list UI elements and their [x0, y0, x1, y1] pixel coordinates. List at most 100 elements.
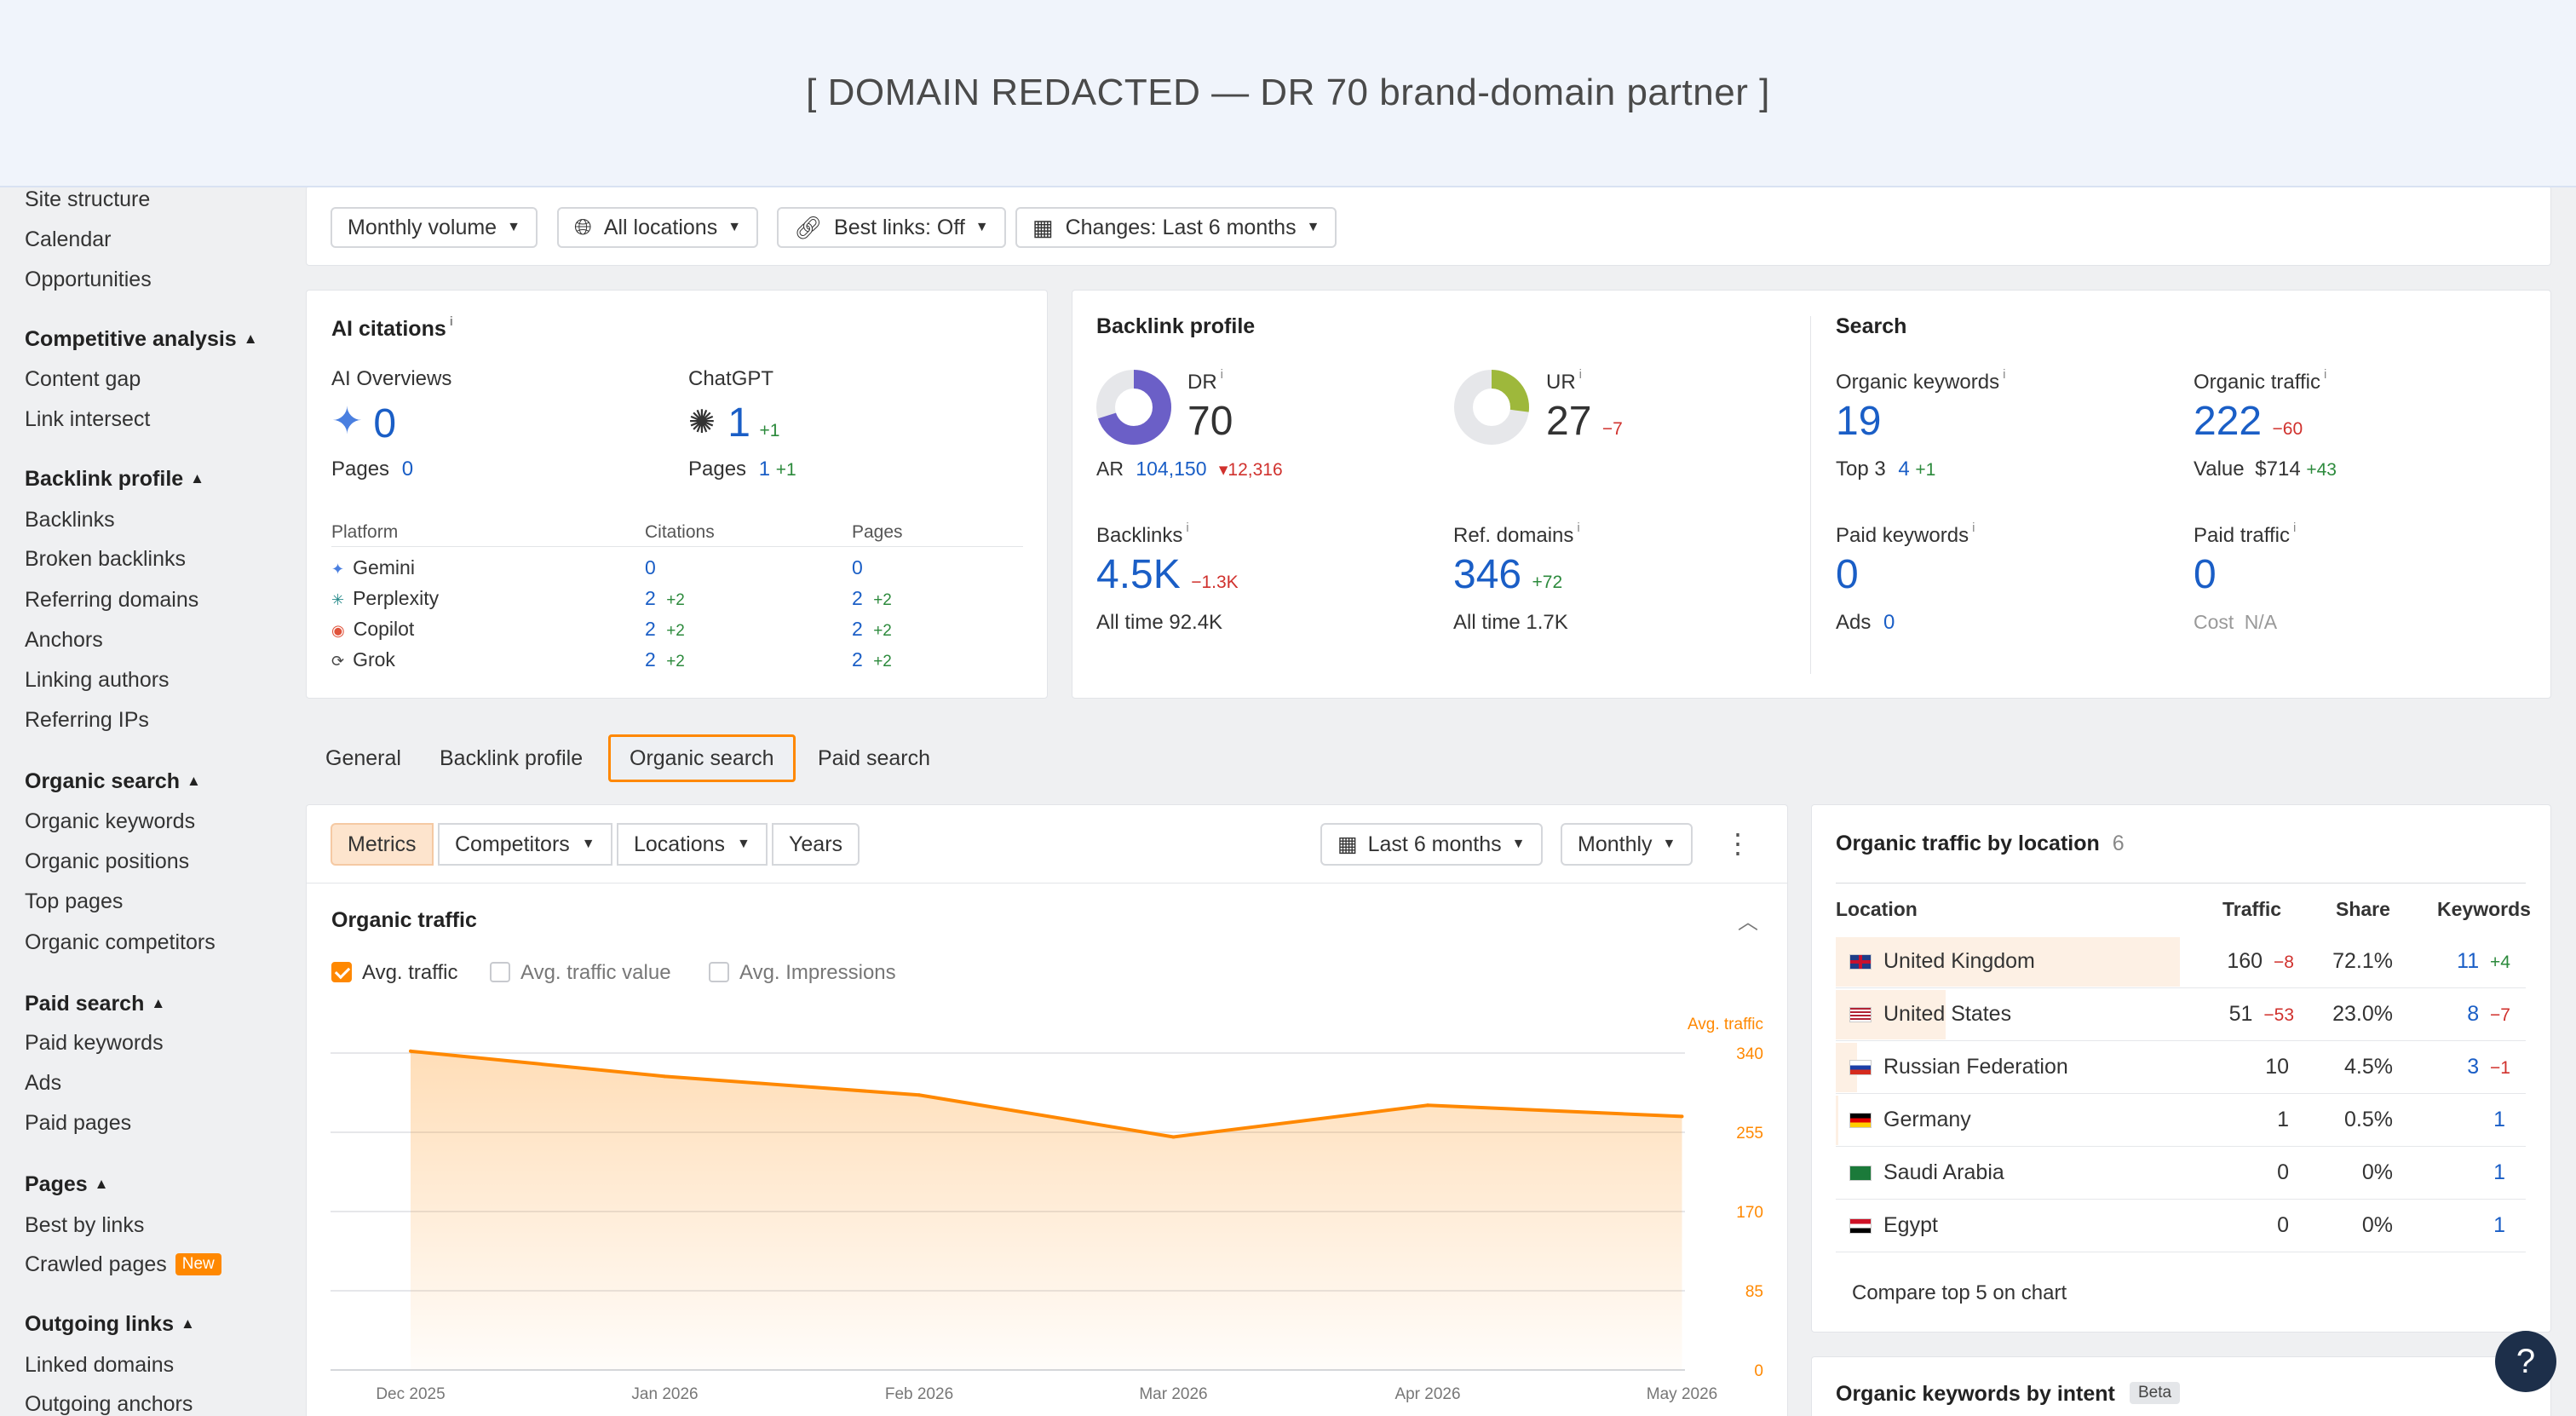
table-row[interactable]: Egypt 0 0% 1 — [1836, 1200, 2526, 1252]
pages-cell[interactable]: 2 +2 — [852, 618, 892, 640]
chatgpt-metric[interactable]: ✺ 1 +1 — [688, 400, 779, 446]
x-tick-label: Mar 2026 — [1139, 1385, 1207, 1403]
sidebar-item-referring-ips[interactable]: Referring IPs — [25, 706, 149, 734]
sidebar-item-calendar[interactable]: Calendar — [25, 226, 111, 253]
sidebar-item-top-pages[interactable]: Top pages — [25, 888, 123, 915]
sidebar-item-opportunities[interactable]: Opportunities — [25, 266, 152, 293]
sidebar-item-pages[interactable]: Pages ▲ — [25, 1171, 109, 1200]
table-row[interactable]: Germany 1 0.5% 1 — [1836, 1094, 2526, 1147]
share-cell: 72.1% — [2332, 949, 2393, 973]
sidebar-item-best-by-links[interactable]: Best by links — [25, 1212, 144, 1239]
divider — [1810, 316, 1811, 674]
sidebar-item-competitive-analysis[interactable]: Competitive analysis ▲ — [25, 325, 258, 355]
paid-traffic-value[interactable]: 0 — [2194, 552, 2217, 597]
sidebar-item-link-intersect[interactable]: Link intersect — [25, 406, 150, 433]
keywords-cell[interactable]: 3 −1 — [2467, 1055, 2510, 1079]
table-row[interactable]: Russian Federation 10 4.5% 3 −1 — [1836, 1041, 2526, 1094]
keywords-cell[interactable]: 1 — [2493, 1213, 2505, 1237]
pages-cell[interactable]: 2 +2 — [852, 648, 892, 671]
competitors-segment[interactable]: Competitors ▼ — [438, 823, 612, 866]
sidebar-item-linked-domains[interactable]: Linked domains — [25, 1351, 174, 1379]
country-cell[interactable]: Russian Federation — [1849, 1055, 2068, 1079]
ai-overviews-metric[interactable]: ✦ 0 — [331, 400, 396, 447]
sidebar-item-organic-competitors[interactable]: Organic competitors — [25, 929, 216, 956]
sidebar-item-broken-backlinks[interactable]: Broken backlinks — [25, 545, 186, 573]
avg-impressions-checkbox[interactable]: Avg. Impressions — [709, 961, 896, 985]
pages-cell[interactable]: 2 +2 — [852, 587, 892, 609]
backlinks-metric[interactable]: 4.5K −1.3K — [1096, 552, 1239, 597]
sidebar-item-ads[interactable]: Ads — [25, 1069, 61, 1097]
avg-traffic-value-checkbox[interactable]: Avg. traffic value — [490, 961, 671, 985]
sidebar-item-backlink-profile[interactable]: Backlink profile ▲ — [25, 465, 204, 495]
country-cell[interactable]: Germany — [1849, 1108, 1971, 1132]
sidebar-item-organic-keywords[interactable]: Organic keywords — [25, 808, 195, 835]
organic-keywords-value[interactable]: 19 — [1836, 399, 1882, 444]
share-cell: 0% — [2361, 1213, 2393, 1237]
citations-cell[interactable]: 2 +2 — [645, 618, 685, 640]
sidebar-item-paid-pages[interactable]: Paid pages — [25, 1109, 131, 1137]
monthly-volume-dropdown[interactable]: Monthly volume ▼ — [331, 207, 538, 248]
sidebar-item-organic-positions[interactable]: Organic positions — [25, 848, 189, 875]
sidebar-item-anchors[interactable]: Anchors — [25, 626, 103, 653]
country-cell[interactable]: Saudi Arabia — [1849, 1160, 2004, 1185]
compare-top5-link[interactable]: Compare top 5 on chart — [1852, 1281, 2067, 1304]
locations-segment[interactable]: Locations ▼ — [617, 823, 768, 866]
sidebar-item-referring-domains[interactable]: Referring domains — [25, 586, 198, 613]
help-button[interactable]: ? — [2495, 1331, 2556, 1392]
country-cell[interactable]: United Kingdom — [1849, 949, 2035, 974]
chatgpt-label: ChatGPT — [688, 367, 774, 390]
x-tick-label: Apr 2026 — [1394, 1385, 1460, 1403]
avg-traffic-checkbox[interactable]: Avg. traffic — [331, 961, 458, 985]
granularity-dropdown[interactable]: Monthly ▼ — [1561, 823, 1693, 866]
x-tick-label: Jan 2026 — [631, 1385, 698, 1403]
chevron-down-icon: ▼ — [1306, 220, 1320, 234]
citations-cell[interactable]: 2 +2 — [645, 587, 685, 609]
sidebar-item-label: Top pages — [25, 889, 124, 913]
paid-traffic-label: Paid traffic i — [2194, 521, 2297, 547]
period-dropdown[interactable]: ▦ Last 6 months ▼ — [1320, 823, 1543, 866]
sidebar-item-outgoing-anchors[interactable]: Outgoing anchors — [25, 1390, 193, 1416]
best-links-dropdown[interactable]: 🔗︎ Best links: Off ▼ — [777, 207, 1006, 248]
country-cell[interactable]: United States — [1849, 1002, 2011, 1027]
more-options-icon[interactable]: ⋮ — [1724, 828, 1751, 859]
traffic-cell: 0 — [2277, 1213, 2289, 1237]
country-cell[interactable]: Egypt — [1849, 1213, 1938, 1238]
sidebar-item-paid-search[interactable]: Paid search ▲ — [25, 990, 165, 1020]
table-row[interactable]: United States 51 −53 23.0% 8 −7 — [1836, 988, 2526, 1041]
share-cell: 0.5% — [2344, 1108, 2393, 1131]
keywords-cell[interactable]: 1 — [2493, 1108, 2505, 1131]
collapse-icon[interactable]: ︿ — [1738, 911, 1758, 934]
tab-backlink-profile[interactable]: Backlink profile — [440, 745, 584, 770]
organic-traffic-metric[interactable]: 222 −60 — [2194, 399, 2303, 444]
tab-organic-search[interactable]: Organic search — [608, 734, 796, 782]
pages-cell[interactable]: 0 — [852, 556, 863, 578]
sidebar-item-site-structure[interactable]: Site structure — [25, 186, 150, 213]
keywords-cell[interactable]: 1 — [2493, 1160, 2505, 1184]
years-segment[interactable]: Years — [772, 823, 860, 866]
keywords-cell[interactable]: 8 −7 — [2467, 1002, 2510, 1026]
metrics-segment[interactable]: Metrics — [331, 823, 434, 866]
dr-donut — [1096, 370, 1171, 445]
tab-general[interactable]: General — [325, 745, 401, 770]
refdomains-metric[interactable]: 346 +72 — [1453, 552, 1563, 597]
x-tick-label: Dec 2025 — [376, 1385, 445, 1403]
sidebar-item-paid-keywords[interactable]: Paid keywords — [25, 1029, 164, 1056]
paid-keywords-value[interactable]: 0 — [1836, 552, 1859, 597]
sidebar-item-label: Linking authors — [25, 668, 170, 692]
sidebar-item-organic-search[interactable]: Organic search ▲ — [25, 768, 201, 797]
citations-cell[interactable]: 0 — [645, 556, 656, 578]
sidebar-item-linking-authors[interactable]: Linking authors — [25, 666, 170, 694]
backlinks-label: Backlinks i — [1096, 521, 1189, 547]
changes-dropdown[interactable]: ▦ Changes: Last 6 months ▼ — [1015, 207, 1337, 248]
tab-paid-search[interactable]: Paid search — [818, 745, 931, 770]
table-row[interactable]: Saudi Arabia 0 0% 1 — [1836, 1147, 2526, 1200]
sidebar-item-crawled-pages[interactable]: Crawled pages New — [25, 1251, 221, 1278]
sidebar-item-backlinks[interactable]: Backlinks — [25, 506, 115, 533]
dr-value: 70 — [1187, 399, 1233, 444]
table-row[interactable]: United Kingdom 160 −8 72.1% 11 +4 — [1836, 935, 2526, 988]
keywords-cell[interactable]: 11 +4 — [2457, 949, 2510, 973]
locations-dropdown[interactable]: 🌐︎ All locations ▼ — [557, 207, 759, 248]
sidebar-item-content-gap[interactable]: Content gap — [25, 366, 141, 393]
citations-cell[interactable]: 2 +2 — [645, 648, 685, 671]
sidebar-item-outgoing-links[interactable]: Outgoing links ▲ — [25, 1310, 195, 1340]
